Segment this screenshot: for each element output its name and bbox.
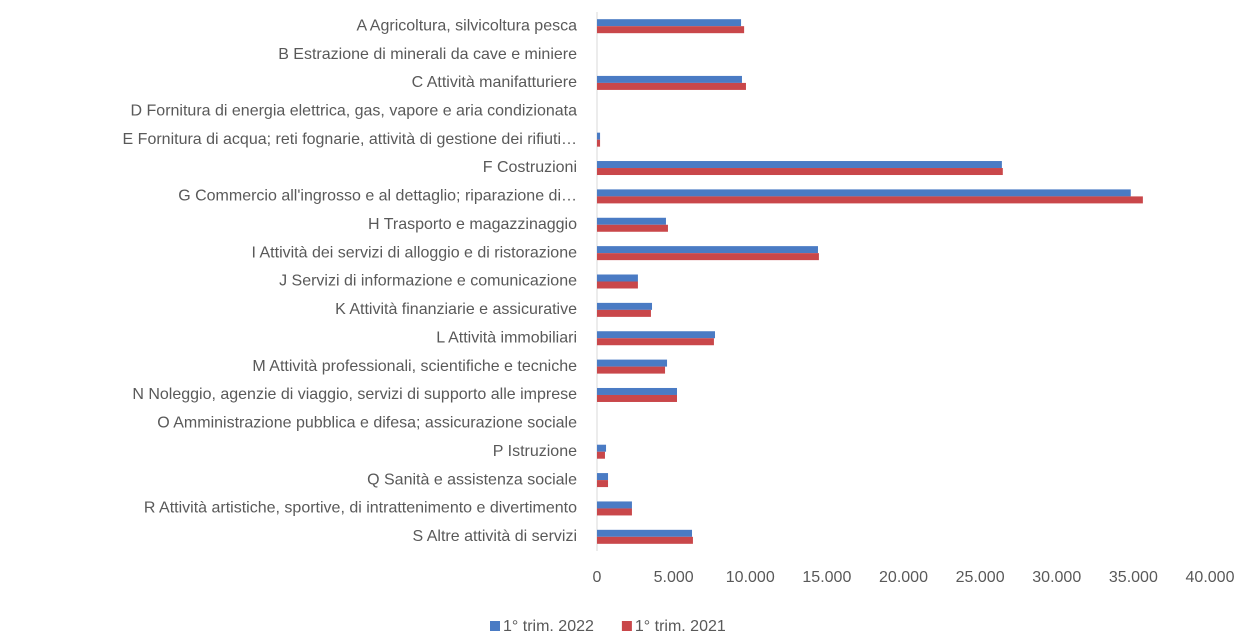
y-tick-label: C Attività manifatturiere xyxy=(412,74,578,91)
bar xyxy=(597,132,601,140)
bar xyxy=(597,508,632,516)
legend-label: 1° trim. 2022 xyxy=(503,618,594,635)
bar xyxy=(597,309,651,317)
x-tick-label: 15.000 xyxy=(802,569,851,586)
y-tick-label: K Attività finanziarie e assicurative xyxy=(335,301,577,318)
bar xyxy=(597,338,714,346)
y-tick-label: I Attività dei servizi di alloggio e di … xyxy=(252,244,578,261)
bar xyxy=(597,501,632,509)
bar xyxy=(597,19,742,27)
bar xyxy=(597,274,638,282)
x-tick-label: 20.000 xyxy=(879,569,928,586)
y-tick-label: S Altre attività di servizi xyxy=(413,528,578,545)
bar xyxy=(597,161,1002,169)
x-tick-label: 25.000 xyxy=(956,569,1005,586)
y-tick-label: J Servizi di informazione e comunicazion… xyxy=(279,273,577,290)
bar xyxy=(597,529,693,537)
bar xyxy=(597,359,668,367)
bar xyxy=(597,302,653,310)
bar xyxy=(597,189,1131,197)
legend-swatch xyxy=(621,621,632,631)
x-tick-label: 0 xyxy=(593,569,602,586)
y-tick-label: N Noleggio, agenzie di viaggio, servizi … xyxy=(132,386,577,403)
bar xyxy=(597,139,601,147)
y-tick-label: H Trasporto e magazzinaggio xyxy=(368,216,577,233)
x-tick-label: 35.000 xyxy=(1109,569,1158,586)
bar xyxy=(597,281,638,289)
y-tick-label: E Fornitura di acqua; reti fognarie, att… xyxy=(123,131,577,148)
bar xyxy=(597,246,818,254)
x-tick-label: 30.000 xyxy=(1032,569,1081,586)
y-tick-label: D Fornitura di energia elettrica, gas, v… xyxy=(131,103,578,120)
y-tick-label: G Commercio all'ingrosso e al dettaglio;… xyxy=(178,188,577,205)
y-tick-label: O Amministrazione pubblica e difesa; ass… xyxy=(157,415,577,432)
x-tick-label: 10.000 xyxy=(726,569,775,586)
bar xyxy=(597,394,677,402)
bar xyxy=(597,224,668,232)
bar xyxy=(597,75,742,83)
bar xyxy=(597,331,716,339)
y-tick-label: B Estrazione di minerali da cave e minie… xyxy=(278,46,577,63)
bar xyxy=(597,253,819,261)
bar xyxy=(597,168,1003,176)
bar xyxy=(597,451,605,459)
legend-swatch xyxy=(490,621,500,631)
bar xyxy=(597,196,1143,204)
bar xyxy=(597,366,666,374)
bar xyxy=(597,26,745,34)
bar xyxy=(597,82,746,90)
y-tick-label: A Agricoltura, silvicoltura pesca xyxy=(356,17,577,34)
x-tick-label: 40.000 xyxy=(1186,569,1235,586)
y-tick-label: M Attività professionali, scientifiche e… xyxy=(252,358,577,375)
bar xyxy=(597,217,666,225)
y-tick-label: Q Sanità e assistenza sociale xyxy=(367,471,577,488)
bar xyxy=(597,387,677,395)
y-tick-label: L Attività immobiliari xyxy=(436,329,577,346)
bar xyxy=(597,480,609,488)
y-tick-label: P Istruzione xyxy=(493,443,577,460)
bar xyxy=(597,473,609,481)
bar xyxy=(597,536,693,544)
y-tick-label: R Attività artistiche, sportive, di intr… xyxy=(144,500,577,517)
y-tick-label: F Costruzioni xyxy=(483,159,577,176)
x-tick-label: 5.000 xyxy=(654,569,694,586)
bar xyxy=(597,444,607,452)
legend-label: 1° trim. 2021 xyxy=(635,618,726,635)
